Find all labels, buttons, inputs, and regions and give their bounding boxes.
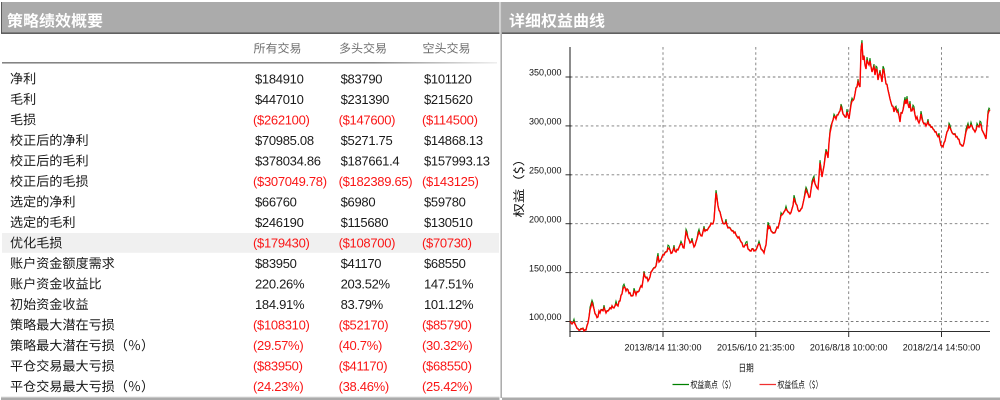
svg-text:2018/2/14 14:50:00: 2018/2/14 14:50:00 xyxy=(903,343,981,353)
svg-text:2016/8/18 10:00:00: 2016/8/18 10:00:00 xyxy=(810,343,888,353)
svg-text:2013/8/14 11:30:00: 2013/8/14 11:30:00 xyxy=(625,343,702,353)
svg-text:$83790: $83790 xyxy=(341,71,383,86)
svg-text:($83950): ($83950) xyxy=(253,359,303,374)
svg-text:$215620: $215620 xyxy=(424,92,473,107)
svg-text:220.26%: 220.26% xyxy=(255,277,305,292)
svg-text:$68550: $68550 xyxy=(424,256,466,271)
svg-text:($108700): ($108700) xyxy=(339,236,396,251)
svg-text:($52170): ($52170) xyxy=(339,318,389,333)
svg-text:300,000: 300,000 xyxy=(529,117,562,127)
svg-text:($108310): ($108310) xyxy=(253,318,310,333)
svg-text:(30.32%): (30.32%) xyxy=(422,338,472,353)
svg-text:2015/6/10 21:35:00: 2015/6/10 21:35:00 xyxy=(717,343,795,353)
svg-text:100,000: 100,000 xyxy=(529,312,562,322)
svg-text:184.91%: 184.91% xyxy=(255,297,305,312)
svg-text:(24.23%): (24.23%) xyxy=(253,379,303,394)
svg-text:$5271.75: $5271.75 xyxy=(341,133,393,148)
svg-text:$157993.13: $157993.13 xyxy=(424,154,490,169)
svg-text:$59780: $59780 xyxy=(424,195,466,210)
svg-text:$115680: $115680 xyxy=(341,215,389,230)
svg-text:200,000: 200,000 xyxy=(529,214,562,224)
svg-text:($179430): ($179430) xyxy=(253,236,310,251)
svg-text:($143125): ($143125) xyxy=(422,174,479,189)
svg-text:($41170): ($41170) xyxy=(339,359,388,374)
svg-text:($85790): ($85790) xyxy=(422,318,472,333)
svg-text:($262100): ($262100) xyxy=(253,112,310,127)
svg-text:$83950: $83950 xyxy=(255,256,297,271)
svg-text:350,000: 350,000 xyxy=(529,68,562,78)
svg-text:$378034.86: $378034.86 xyxy=(255,154,321,169)
svg-text:$70985.08: $70985.08 xyxy=(255,133,314,148)
svg-text:(38.46%): (38.46%) xyxy=(339,379,389,394)
svg-text:$130510: $130510 xyxy=(424,215,473,230)
svg-text:(40.7%): (40.7%) xyxy=(339,338,382,353)
svg-text:($68550): ($68550) xyxy=(422,359,472,374)
svg-text:($147600): ($147600) xyxy=(339,112,396,127)
svg-text:$184910: $184910 xyxy=(255,71,304,86)
svg-text:$6980: $6980 xyxy=(341,195,376,210)
svg-text:$101120: $101120 xyxy=(424,71,472,86)
svg-text:83.79%: 83.79% xyxy=(341,297,384,312)
svg-text:101.12%: 101.12% xyxy=(424,297,474,312)
svg-text:150,000: 150,000 xyxy=(529,263,562,273)
svg-text:($70730): ($70730) xyxy=(422,236,472,251)
svg-text:($114500): ($114500) xyxy=(422,112,478,127)
svg-text:$246190: $246190 xyxy=(255,215,304,230)
svg-text:$41170: $41170 xyxy=(341,256,382,271)
svg-text:(25.42%): (25.42%) xyxy=(422,379,472,394)
svg-text:$187661.4: $187661.4 xyxy=(341,154,400,169)
svg-text:$231390: $231390 xyxy=(341,92,390,107)
svg-text:250,000: 250,000 xyxy=(529,166,562,176)
svg-text:(29.57%): (29.57%) xyxy=(253,338,303,353)
svg-text:$447010: $447010 xyxy=(255,92,304,107)
svg-text:147.51%: 147.51% xyxy=(424,277,474,292)
svg-text:$66760: $66760 xyxy=(255,195,297,210)
svg-text:$14868.13: $14868.13 xyxy=(424,133,483,148)
svg-text:($182389.65): ($182389.65) xyxy=(339,174,413,189)
svg-text:($307049.78): ($307049.78) xyxy=(253,174,327,189)
svg-text:203.52%: 203.52% xyxy=(341,277,391,292)
